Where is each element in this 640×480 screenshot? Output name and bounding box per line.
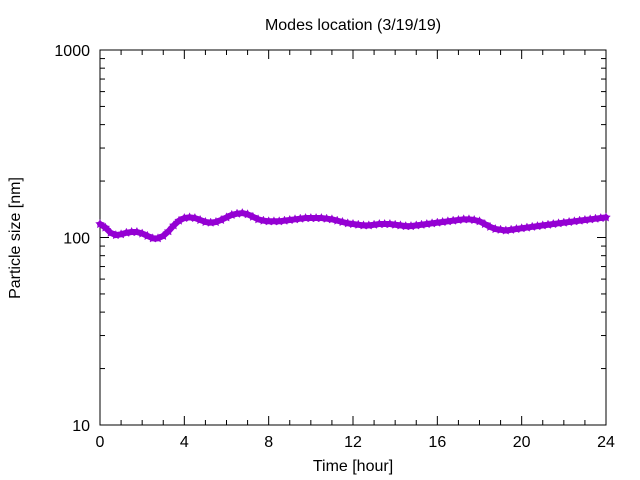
plot-border <box>99 49 607 426</box>
data-point-star <box>327 214 337 224</box>
x-tick-label: 8 <box>264 434 273 451</box>
data-point-star <box>258 215 269 225</box>
x-tick-label: 16 <box>428 434 446 451</box>
series-layer <box>95 207 611 243</box>
y-tick-label: 1000 <box>54 43 90 60</box>
data-point-star <box>342 218 353 228</box>
data-point-star <box>395 220 406 230</box>
data-point-star <box>337 216 348 227</box>
data-point-star <box>353 219 364 229</box>
y-axis-ticks: 10 100 1000 <box>54 43 606 435</box>
data-point-star <box>348 218 358 229</box>
data-point-star <box>469 214 480 225</box>
x-axis-ticks: 0 4 8 12 16 20 24 <box>96 50 615 451</box>
data-point-star <box>332 215 343 225</box>
data-point-star <box>100 222 111 232</box>
data-point-star <box>316 212 327 223</box>
y-tick-label: 100 <box>63 231 90 248</box>
data-point-star <box>321 213 332 223</box>
chart-title: Modes location (3/19/19) <box>265 17 441 34</box>
data-point-star <box>237 207 248 218</box>
data-point-star <box>390 219 400 229</box>
data-point-star <box>184 212 195 222</box>
y-tick-label: 10 <box>72 418 90 435</box>
data-point-star <box>132 226 142 237</box>
data-point-star <box>464 214 474 224</box>
x-tick-label: 20 <box>513 434 531 451</box>
data-point-star <box>253 214 263 224</box>
data-point-star <box>490 223 501 234</box>
data-point-star <box>495 224 506 234</box>
data-point-star <box>95 218 105 229</box>
data-point-star <box>200 216 211 227</box>
x-axis-label: Time [hour] <box>313 458 393 475</box>
x-tick-label: 4 <box>180 434 189 451</box>
y-axis-label: Particle size [nm] <box>7 177 24 299</box>
data-point-star <box>601 212 611 222</box>
x-tick-label: 12 <box>344 434 362 451</box>
x-tick-label: 24 <box>597 434 615 451</box>
data-point-star <box>163 226 174 236</box>
x-tick-label: 0 <box>96 434 105 451</box>
data-point-star <box>385 218 395 229</box>
